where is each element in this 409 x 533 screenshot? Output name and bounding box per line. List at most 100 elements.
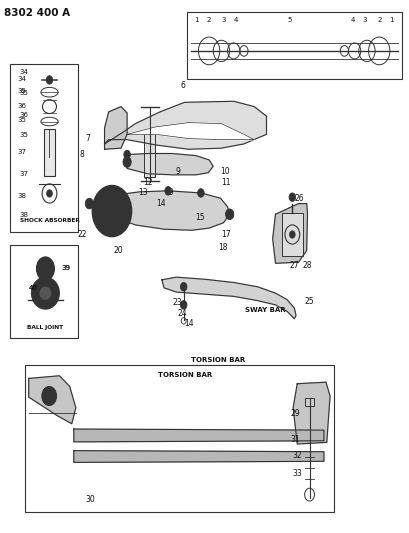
Text: 8302 400 A: 8302 400 A (4, 8, 70, 18)
Text: 33: 33 (292, 469, 301, 478)
Bar (44, 129, 55, 176)
Text: 38: 38 (19, 212, 28, 218)
Text: 13: 13 (137, 189, 147, 197)
Text: 10: 10 (219, 167, 229, 176)
Text: 25: 25 (304, 297, 314, 305)
Circle shape (106, 218, 109, 222)
Text: 35: 35 (19, 90, 28, 96)
Circle shape (197, 189, 204, 197)
Text: 3: 3 (362, 17, 366, 23)
Text: 28: 28 (302, 261, 312, 270)
Polygon shape (162, 277, 295, 319)
Circle shape (289, 231, 294, 238)
Text: 36: 36 (19, 111, 28, 118)
Circle shape (225, 209, 233, 220)
Bar (281, 213, 302, 256)
Circle shape (36, 257, 54, 280)
Circle shape (114, 200, 117, 204)
Text: BALL JOINT: BALL JOINT (27, 325, 63, 330)
Text: 20: 20 (113, 246, 123, 255)
Polygon shape (104, 107, 127, 149)
Text: 1: 1 (389, 17, 393, 23)
Text: 40: 40 (28, 285, 37, 291)
Circle shape (106, 204, 117, 219)
Text: 34: 34 (18, 76, 27, 82)
Text: 1: 1 (194, 17, 198, 23)
Text: 4: 4 (233, 17, 237, 23)
Text: 37: 37 (18, 149, 27, 156)
Text: 35: 35 (18, 88, 27, 94)
Text: SWAY BAR: SWAY BAR (245, 307, 285, 313)
Polygon shape (29, 376, 76, 424)
Bar (10, 245, 78, 338)
Circle shape (85, 198, 93, 209)
Text: 24: 24 (177, 309, 187, 318)
Text: 14: 14 (184, 319, 194, 328)
Bar (10, 64, 78, 232)
Bar (304, 398, 314, 406)
Circle shape (47, 190, 52, 197)
Text: 21: 21 (114, 213, 124, 222)
Text: 8: 8 (79, 150, 84, 159)
Text: 15: 15 (195, 213, 204, 222)
Circle shape (114, 218, 117, 222)
Text: 29: 29 (290, 409, 299, 417)
Text: 38: 38 (18, 193, 27, 199)
Ellipse shape (31, 277, 59, 309)
Text: 32: 32 (292, 451, 301, 460)
Text: 4: 4 (350, 17, 354, 23)
Circle shape (41, 263, 49, 274)
Text: 5: 5 (287, 17, 291, 23)
Text: 3: 3 (221, 17, 225, 23)
Circle shape (110, 208, 114, 214)
Circle shape (123, 157, 131, 167)
Polygon shape (74, 450, 323, 462)
Text: 39: 39 (61, 264, 70, 271)
Circle shape (99, 195, 124, 227)
Polygon shape (272, 204, 307, 263)
Bar (144, 134, 155, 177)
Circle shape (118, 209, 121, 213)
Polygon shape (74, 429, 323, 442)
Text: 39: 39 (61, 264, 70, 271)
Text: SHOCK ABSORBER: SHOCK ABSORBER (20, 217, 79, 223)
Text: TORSION BAR: TORSION BAR (191, 357, 245, 363)
Text: 11: 11 (221, 178, 231, 187)
Text: 26: 26 (294, 194, 303, 203)
Polygon shape (104, 101, 266, 149)
Text: 36: 36 (18, 102, 27, 109)
Text: 23: 23 (172, 298, 182, 306)
Text: 30: 30 (85, 496, 95, 504)
Circle shape (46, 392, 52, 400)
Text: 12: 12 (143, 178, 153, 187)
Text: 35: 35 (19, 132, 28, 138)
Circle shape (288, 193, 295, 201)
Polygon shape (125, 154, 213, 175)
Text: 35: 35 (18, 117, 27, 124)
Text: 9: 9 (175, 167, 180, 176)
Text: TORSION BAR: TORSION BAR (158, 372, 212, 378)
Text: 2: 2 (207, 17, 211, 23)
Circle shape (42, 386, 56, 406)
Polygon shape (89, 191, 229, 230)
Text: 6: 6 (180, 81, 184, 90)
Circle shape (164, 187, 171, 195)
Text: 22: 22 (77, 230, 87, 239)
Text: 37: 37 (19, 171, 28, 177)
Ellipse shape (40, 287, 51, 300)
Text: 17: 17 (221, 230, 231, 239)
Text: 16: 16 (225, 211, 235, 220)
Polygon shape (127, 123, 254, 140)
Text: 19: 19 (164, 189, 173, 197)
Text: 34: 34 (19, 69, 28, 75)
Circle shape (106, 200, 109, 204)
Text: 27: 27 (289, 261, 299, 270)
Circle shape (102, 209, 105, 213)
Polygon shape (292, 382, 329, 444)
Text: 40: 40 (28, 285, 37, 291)
Circle shape (92, 185, 131, 237)
Circle shape (180, 282, 187, 291)
Text: 18: 18 (218, 244, 228, 252)
Circle shape (180, 301, 187, 309)
Circle shape (46, 76, 53, 84)
